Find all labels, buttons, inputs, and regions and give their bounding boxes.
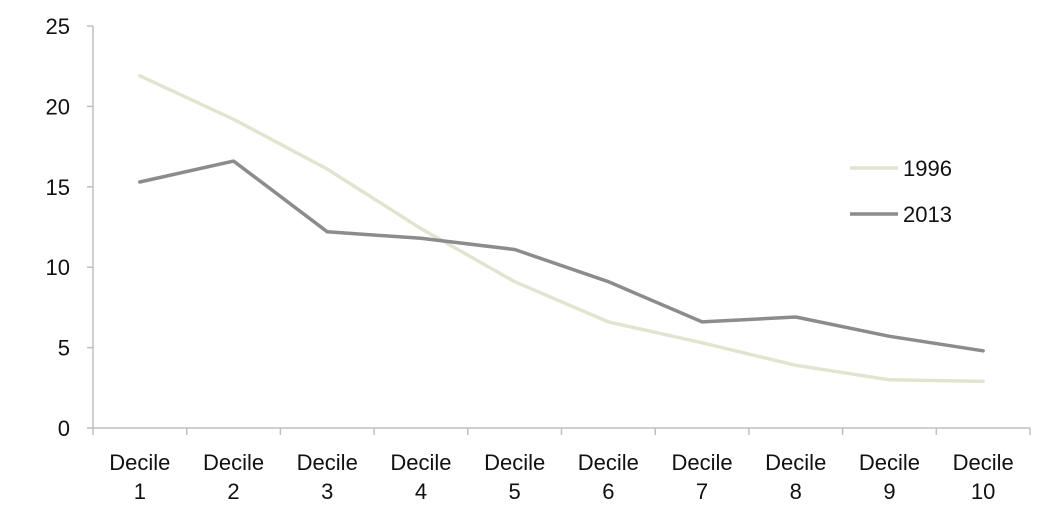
x-tick-label: Decile 9 bbox=[859, 450, 920, 504]
x-tick-label-line: Decile bbox=[297, 450, 358, 475]
x-tick-label-line: Decile bbox=[859, 450, 920, 475]
x-tick-label-line: Decile bbox=[484, 450, 545, 475]
y-tick-label: 15 bbox=[46, 175, 70, 200]
y-tick-label: 10 bbox=[46, 255, 70, 280]
legend-label-1996: 1996 bbox=[903, 156, 952, 181]
x-tick-label: Decile 7 bbox=[671, 450, 732, 504]
x-tick-label-line: 9 bbox=[883, 479, 895, 504]
x-tick-label-line: Decile bbox=[765, 450, 826, 475]
series-line-1996 bbox=[138, 74, 985, 384]
x-tick-label: Decile 6 bbox=[578, 450, 639, 504]
x-tick-label-line: 5 bbox=[509, 479, 521, 504]
y-axis-ticks: 0 5 10 15 20 25 bbox=[46, 14, 93, 441]
series-lines bbox=[138, 74, 985, 384]
x-tick-label-line: 4 bbox=[415, 479, 427, 504]
x-tick-label-line: Decile bbox=[203, 450, 264, 475]
x-tick-label-line: Decile bbox=[109, 450, 170, 475]
legend: 1996 2013 bbox=[850, 156, 952, 227]
y-tick-label: 5 bbox=[58, 336, 70, 361]
x-tick-label-line: 8 bbox=[790, 479, 802, 504]
x-tick-label-line: Decile bbox=[578, 450, 639, 475]
x-tick-label-line: 7 bbox=[696, 479, 708, 504]
x-tick-label: Decile 4 bbox=[390, 450, 451, 504]
y-tick-label: 20 bbox=[46, 94, 70, 119]
y-tick-label: 0 bbox=[58, 416, 70, 441]
y-tick-label: 25 bbox=[46, 14, 70, 39]
x-tick-label: Decile 5 bbox=[484, 450, 545, 504]
axes bbox=[92, 26, 1030, 429]
x-tick-label-line: 6 bbox=[602, 479, 614, 504]
x-tick-label-line: 10 bbox=[971, 479, 995, 504]
x-tick-label-line: 3 bbox=[321, 479, 333, 504]
x-tick-label-line: Decile bbox=[953, 450, 1014, 475]
x-tick-label: Decile 3 bbox=[297, 450, 358, 504]
x-tick-label-line: 1 bbox=[134, 479, 146, 504]
x-tick-label: Decile 1 bbox=[109, 450, 170, 504]
x-tick-label-line: Decile bbox=[671, 450, 732, 475]
x-tick-label: Decile 8 bbox=[765, 450, 826, 504]
x-tick-label: Decile 2 bbox=[203, 450, 264, 504]
legend-label-2013: 2013 bbox=[903, 202, 952, 227]
x-tick-label-line: 2 bbox=[227, 479, 239, 504]
x-tick-label-line: Decile bbox=[390, 450, 451, 475]
series-line-2013 bbox=[138, 159, 985, 353]
x-tick-label: Decile 10 bbox=[953, 450, 1014, 504]
